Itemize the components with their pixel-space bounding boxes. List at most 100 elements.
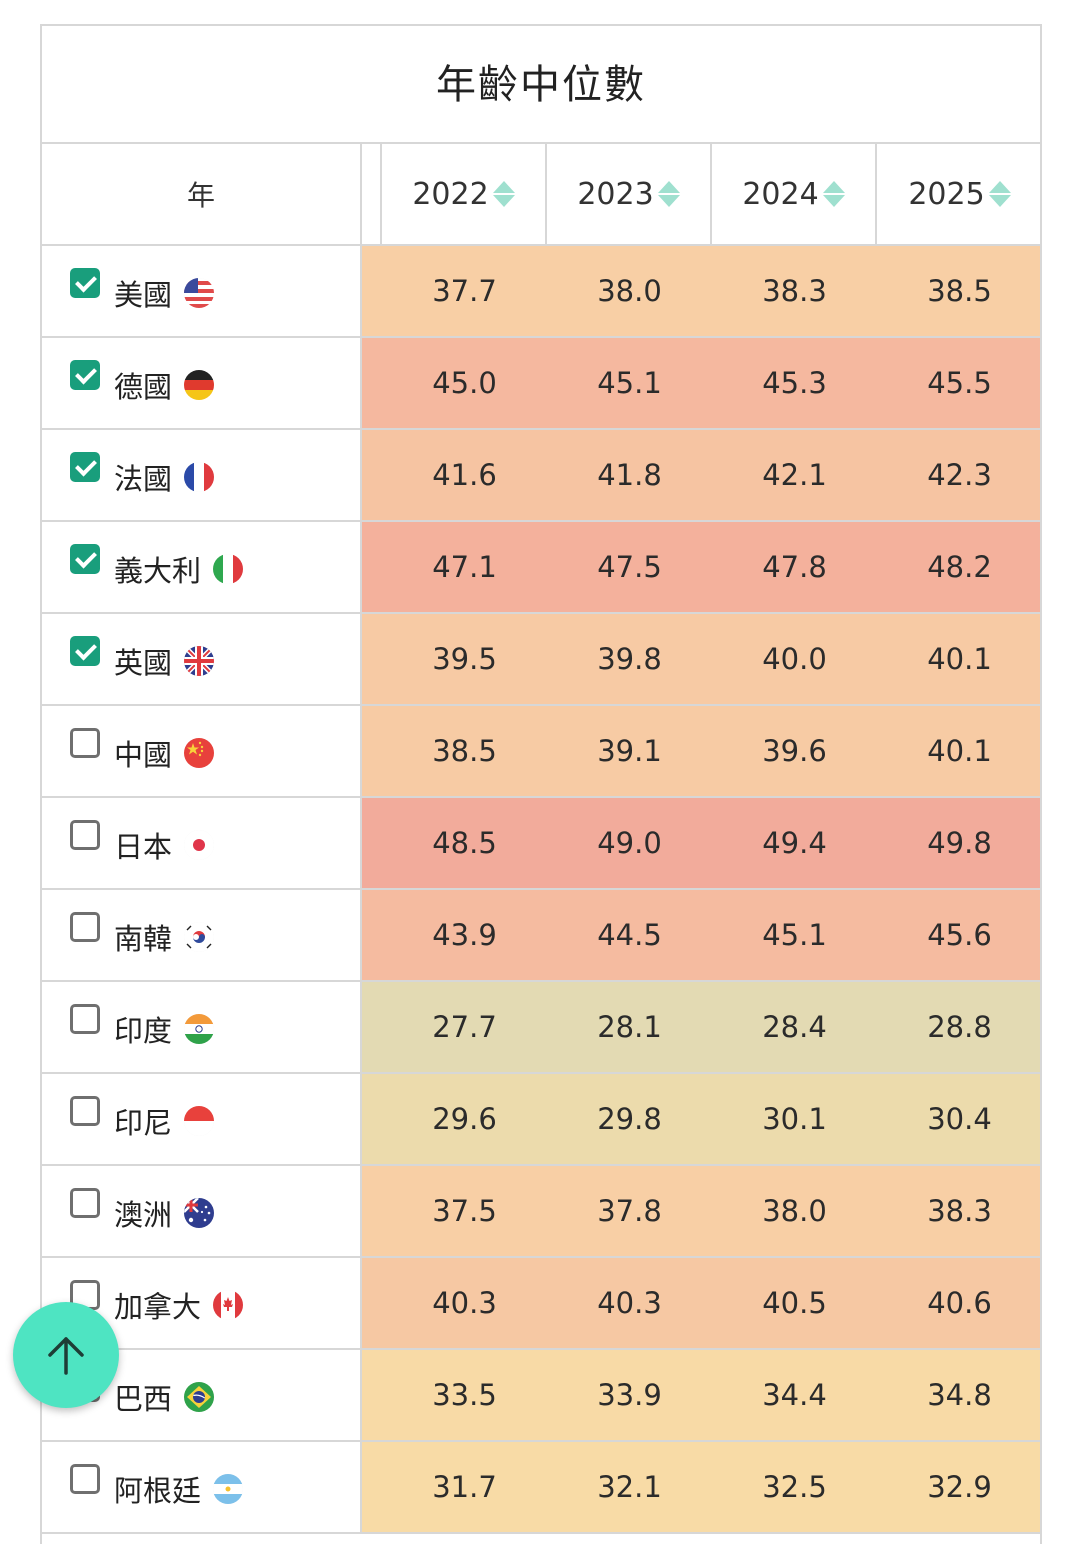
row-checkbox[interactable]: [70, 268, 100, 298]
value-cell-2023: 38.0: [597, 274, 662, 308]
table-row: 澳洲 37.5 37.8 38.0 38.3: [42, 1166, 1040, 1258]
table-row: 德國 45.0 45.1 45.3 45.5: [42, 338, 1040, 430]
country-name: 義大利: [114, 548, 244, 590]
india-flag-icon: [184, 1014, 215, 1044]
country-label: 印度: [114, 1014, 173, 1048]
value-cell-2023: 44.5: [597, 918, 662, 952]
value-cell-2025: 28.8: [927, 1010, 992, 1044]
row-values: 43.9 44.5 45.1 45.6: [362, 890, 1040, 980]
value-cell-2023: 49.0: [597, 826, 662, 860]
value-cell-2022: 40.3: [432, 1286, 497, 1320]
row-checkbox[interactable]: [70, 1096, 100, 1126]
value-cell-2023: 29.8: [597, 1102, 662, 1136]
sort-icon: [822, 181, 845, 207]
value-cell-2024: 49.4: [762, 826, 827, 860]
table-row: 加拿大 40.3 40.3 40.5 40.6: [42, 1258, 1040, 1350]
value-cell-2024: 39.6: [762, 734, 827, 768]
row-checkbox[interactable]: [70, 360, 100, 390]
country-label: 德國: [114, 370, 173, 404]
indonesia-flag-icon: [184, 1106, 215, 1136]
table-header-row: 年 2022 2023 2024 2025: [42, 144, 1040, 246]
country-label: 澳洲: [114, 1198, 173, 1232]
value-cell-2025: 48.2: [927, 550, 992, 584]
value-cell-2023: 45.1: [597, 366, 662, 400]
arrow-up-icon: [48, 1337, 84, 1375]
table-row: 印度 27.7 28.1 28.4 28.8: [42, 982, 1040, 1074]
value-cell-2022: 29.6: [432, 1102, 497, 1136]
row-values: 40.3 40.3 40.5 40.6: [362, 1258, 1040, 1348]
sort-icon: [988, 181, 1011, 207]
row-label-cell: 加拿大: [42, 1258, 362, 1348]
row-values: 37.5 37.8 38.0 38.3: [362, 1166, 1040, 1256]
row-checkbox[interactable]: [70, 452, 100, 482]
value-cell-2023: 33.9: [597, 1378, 662, 1412]
header-spacer: [362, 144, 382, 244]
country-label: 加拿大: [114, 1290, 202, 1324]
row-checkbox[interactable]: [70, 1188, 100, 1218]
country-name: 巴西: [114, 1376, 215, 1418]
row-values: 45.0 45.1 45.3 45.5: [362, 338, 1040, 428]
country-name: 德國: [114, 364, 215, 406]
value-cell-2022: 43.9: [432, 918, 497, 952]
uk-flag-icon: [184, 646, 215, 676]
value-cell-2024: 45.3: [762, 366, 827, 400]
value-cell-2022: 41.6: [432, 458, 497, 492]
median-age-table: 年齡中位數 年 2022 2023 2024 2025 美國 37.7 38.0 38…: [40, 24, 1042, 1544]
value-cell-2025: 30.4: [927, 1102, 992, 1136]
country-name: 印度: [114, 1008, 215, 1050]
row-label-cell: 阿根廷: [42, 1442, 362, 1532]
column-header-2024[interactable]: 2024: [712, 144, 877, 244]
value-cell-2022: 38.5: [432, 734, 497, 768]
year-header: 年: [42, 144, 362, 244]
row-values: 27.7 28.1 28.4 28.8: [362, 982, 1040, 1072]
row-checkbox[interactable]: [70, 544, 100, 574]
row-values: 41.6 41.8 42.1 42.3: [362, 430, 1040, 520]
table-row: 中國 38.5 39.1 39.6 40.1: [42, 706, 1040, 798]
row-checkbox[interactable]: [70, 728, 100, 758]
country-label: 美國: [114, 278, 173, 312]
row-label-cell: 澳洲: [42, 1166, 362, 1256]
country-label: 南韓: [114, 922, 173, 956]
brazil-flag-icon: [184, 1382, 215, 1412]
value-cell-2025: 40.6: [927, 1286, 992, 1320]
value-cell-2022: 33.5: [432, 1378, 497, 1412]
value-cell-2025: 40.1: [927, 642, 992, 676]
column-header-2025[interactable]: 2025: [877, 144, 1042, 244]
sort-icon: [492, 181, 515, 207]
value-cell-2024: 40.5: [762, 1286, 827, 1320]
value-cell-2022: 39.5: [432, 642, 497, 676]
germany-flag-icon: [184, 370, 215, 400]
row-checkbox[interactable]: [70, 636, 100, 666]
country-name: 阿根廷: [114, 1468, 244, 1510]
table-row: 英國 39.5 39.8 40.0 40.1: [42, 614, 1040, 706]
value-cell-2023: 28.1: [597, 1010, 662, 1044]
row-label-cell: 義大利: [42, 522, 362, 612]
row-checkbox[interactable]: [70, 820, 100, 850]
value-cell-2022: 37.5: [432, 1194, 497, 1228]
table-row: 法國 41.6 41.8 42.1 42.3: [42, 430, 1040, 522]
row-values: 29.6 29.8 30.1 30.4: [362, 1074, 1040, 1164]
country-label: 義大利: [114, 554, 202, 588]
country-label: 英國: [114, 646, 173, 680]
table-title: 年齡中位數: [42, 26, 1040, 144]
column-header-2022[interactable]: 2022: [382, 144, 547, 244]
column-header-2023[interactable]: 2023: [547, 144, 712, 244]
row-checkbox[interactable]: [70, 1464, 100, 1494]
table-row: 義大利 47.1 47.5 47.8 48.2: [42, 522, 1040, 614]
value-cell-2025: 42.3: [927, 458, 992, 492]
row-checkbox[interactable]: [70, 912, 100, 942]
value-cell-2023: 39.1: [597, 734, 662, 768]
value-cell-2022: 47.1: [432, 550, 497, 584]
row-values: 39.5 39.8 40.0 40.1: [362, 614, 1040, 704]
row-checkbox[interactable]: [70, 1004, 100, 1034]
row-values: 31.7 32.1 32.5 32.9: [362, 1442, 1040, 1532]
value-cell-2025: 40.1: [927, 734, 992, 768]
row-values: 48.5 49.0 49.4 49.8: [362, 798, 1040, 888]
scroll-to-top-button[interactable]: [13, 1302, 119, 1408]
value-cell-2023: 41.8: [597, 458, 662, 492]
australia-flag-icon: [184, 1198, 215, 1228]
row-label-cell: 德國: [42, 338, 362, 428]
value-cell-2023: 39.8: [597, 642, 662, 676]
argentina-flag-icon: [213, 1474, 244, 1504]
row-label-cell: 日本: [42, 798, 362, 888]
